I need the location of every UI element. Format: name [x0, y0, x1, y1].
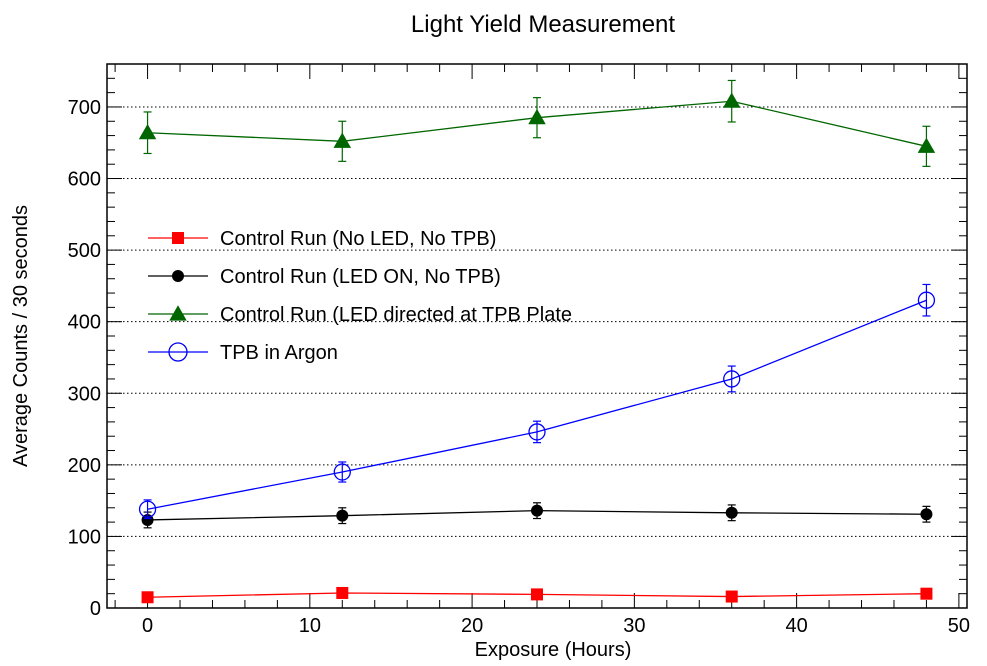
data-point: [169, 305, 187, 321]
data-point: [333, 132, 352, 148]
data-point: [722, 92, 741, 108]
legend-label: TPB in Argon: [220, 342, 338, 364]
data-point: [138, 123, 157, 140]
x-tick-label: 40: [785, 615, 807, 637]
legend: Control Run (No LED, No TPB) Control Run …: [148, 228, 572, 364]
series-open-circle: [138, 283, 936, 520]
x-axis-label: Exposure (Hours): [475, 639, 632, 661]
chart-title: Light Yield Measurement: [411, 11, 675, 38]
data-point: [723, 370, 741, 388]
y-tick-label: 400: [68, 312, 101, 334]
legend-label: Control Run (LED ON, No TPB): [220, 266, 501, 288]
data-point: [920, 587, 933, 600]
data-point: [172, 270, 184, 282]
series-filled-square: [141, 586, 933, 604]
x-tick-label: 0: [142, 615, 153, 637]
grid: [107, 106, 967, 537]
data-point: [725, 506, 738, 519]
x-tick-label: 30: [623, 615, 645, 637]
y-tick-label: 0: [90, 598, 101, 620]
y-tick-label: 200: [68, 455, 101, 477]
data-point: [531, 504, 543, 517]
series-line: [147, 299, 927, 510]
data-point: [528, 108, 546, 125]
data-point: [333, 463, 351, 481]
legend-label: Control Run (LED directed at TPB Plate: [220, 304, 572, 326]
data-point: [528, 423, 546, 441]
data-point: [172, 232, 184, 244]
legend-entry: Control Run (No LED, No TPB): [148, 228, 496, 250]
legend-label: Control Run (No LED, No TPB): [220, 228, 496, 250]
series-filled-triangle: [138, 79, 936, 167]
y-tick-label: 700: [68, 97, 101, 119]
data-point: [917, 137, 936, 153]
series-layer: [138, 79, 936, 604]
x-tick-label: 50: [948, 615, 970, 637]
data-point: [336, 509, 349, 522]
data-point: [336, 586, 349, 599]
data-point: [725, 590, 738, 603]
y-axis-label: Average Counts / 30 seconds: [10, 205, 32, 467]
data-point: [531, 588, 543, 601]
y-tick-label: 600: [68, 169, 101, 191]
x-tick-label: 20: [461, 615, 483, 637]
axis-ticks: 0 100 200 300 400 500 600 700 0 10 20 30 40 50: [68, 63, 970, 637]
x-tick-label: 10: [299, 615, 321, 637]
y-tick-label: 500: [68, 240, 101, 262]
data-point: [138, 500, 157, 518]
series-filled-circle: [141, 502, 933, 529]
legend-entry: Control Run (LED directed at TPB Plate: [148, 304, 572, 326]
y-tick-label: 100: [68, 526, 101, 548]
legend-entry: TPB in Argon: [148, 342, 338, 364]
legend-entry: Control Run (LED ON, No TPB): [148, 266, 501, 288]
data-point: [141, 591, 154, 604]
data-point: [168, 342, 188, 362]
y-tick-label: 300: [68, 383, 101, 405]
data-point: [917, 291, 936, 309]
data-point: [920, 508, 933, 521]
